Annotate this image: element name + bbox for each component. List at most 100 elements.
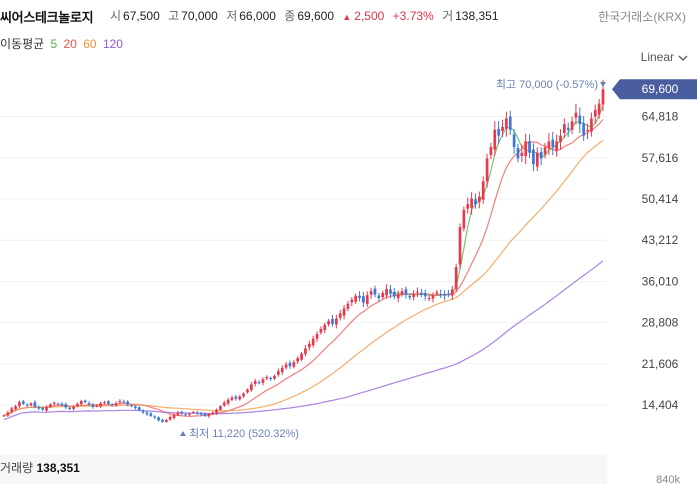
candle xyxy=(389,285,392,299)
candle xyxy=(497,121,501,145)
candle xyxy=(532,143,535,172)
candle xyxy=(319,326,323,335)
stock-name: 씨어스테크놀로지 xyxy=(0,10,94,25)
candle xyxy=(377,292,381,302)
candle xyxy=(211,411,215,415)
change-value: 2,500 xyxy=(354,9,385,23)
candle xyxy=(501,119,504,137)
candle xyxy=(427,295,431,302)
chevron-down-icon xyxy=(678,55,688,61)
candle xyxy=(99,401,102,409)
candle xyxy=(37,405,41,411)
candle xyxy=(72,405,75,411)
volume-label: 거 xyxy=(442,9,454,23)
exchange-name: 한국거래소(KRX) xyxy=(598,10,686,24)
candle xyxy=(180,410,184,416)
candle xyxy=(331,314,334,327)
candle xyxy=(373,285,377,298)
candle xyxy=(176,410,180,417)
candle xyxy=(265,375,269,380)
scale-label: Linear xyxy=(640,50,674,64)
candle xyxy=(392,288,396,300)
volume-value: 138,351 xyxy=(455,9,499,23)
candle xyxy=(18,400,21,408)
candle xyxy=(184,413,187,416)
candle xyxy=(130,404,133,408)
candle xyxy=(582,115,586,142)
candle xyxy=(14,404,17,411)
candle xyxy=(168,415,172,421)
candle xyxy=(234,395,238,401)
open-value: 67,500 xyxy=(123,9,160,23)
candle xyxy=(122,399,126,404)
low-label: 저 xyxy=(226,9,238,23)
candle xyxy=(304,345,307,357)
ma-legend-5: 5 xyxy=(50,37,58,51)
candle xyxy=(137,406,141,412)
candle xyxy=(284,361,288,370)
ma-legend-20: 20 xyxy=(63,37,77,51)
change-percent: +3.73% xyxy=(392,9,434,23)
candle xyxy=(559,129,562,150)
candle xyxy=(354,293,358,304)
candle xyxy=(516,143,520,163)
candle xyxy=(528,134,531,159)
low-arrow-icon xyxy=(180,431,186,436)
y-tick-label: 50,414 xyxy=(642,192,679,206)
candle xyxy=(404,286,408,299)
candle xyxy=(273,374,276,381)
candle xyxy=(431,292,435,303)
candle xyxy=(95,403,99,408)
candle xyxy=(2,414,6,417)
candle xyxy=(381,290,385,300)
candle xyxy=(555,134,558,157)
candle xyxy=(68,406,72,411)
candle xyxy=(342,305,346,320)
volume-axis-tick: 840k xyxy=(656,474,680,484)
candle xyxy=(52,401,56,406)
candle xyxy=(346,300,350,312)
y-tick-label: 28,808 xyxy=(642,316,679,330)
candle xyxy=(110,403,114,407)
candle xyxy=(578,107,582,133)
candle xyxy=(593,104,597,124)
candle xyxy=(338,310,342,321)
high-value: 70,000 xyxy=(181,9,218,23)
candle xyxy=(315,331,319,342)
candle xyxy=(230,395,234,402)
y-tick-label: 36,010 xyxy=(642,274,679,288)
candle xyxy=(470,192,473,215)
candle xyxy=(226,397,230,406)
candle xyxy=(45,405,48,413)
candle xyxy=(563,118,566,138)
candle xyxy=(76,402,79,407)
candle xyxy=(551,131,555,156)
candle xyxy=(334,314,338,329)
candle xyxy=(307,340,311,351)
candle xyxy=(257,380,261,385)
candle xyxy=(164,419,168,423)
candle xyxy=(6,410,10,417)
candle xyxy=(485,153,489,188)
candle xyxy=(508,110,512,135)
candle xyxy=(103,400,106,405)
candle xyxy=(261,377,265,386)
candle xyxy=(145,410,149,416)
open-label: 시 xyxy=(110,9,122,23)
scale-dropdown[interactable]: Linear xyxy=(641,50,688,64)
candle xyxy=(420,288,423,298)
candle xyxy=(323,322,327,334)
ma-legend-120: 120 xyxy=(102,37,123,51)
candle xyxy=(195,410,199,415)
candle xyxy=(161,418,164,423)
candle xyxy=(327,318,330,327)
candle xyxy=(408,293,412,300)
candle xyxy=(358,291,361,302)
candle xyxy=(412,289,415,301)
candle xyxy=(222,400,226,408)
candle xyxy=(188,412,191,417)
candle xyxy=(33,400,37,409)
high-label: 고 xyxy=(168,9,180,23)
moving-average-legend[interactable]: 이동평균 5 20 60 120 xyxy=(0,35,126,52)
